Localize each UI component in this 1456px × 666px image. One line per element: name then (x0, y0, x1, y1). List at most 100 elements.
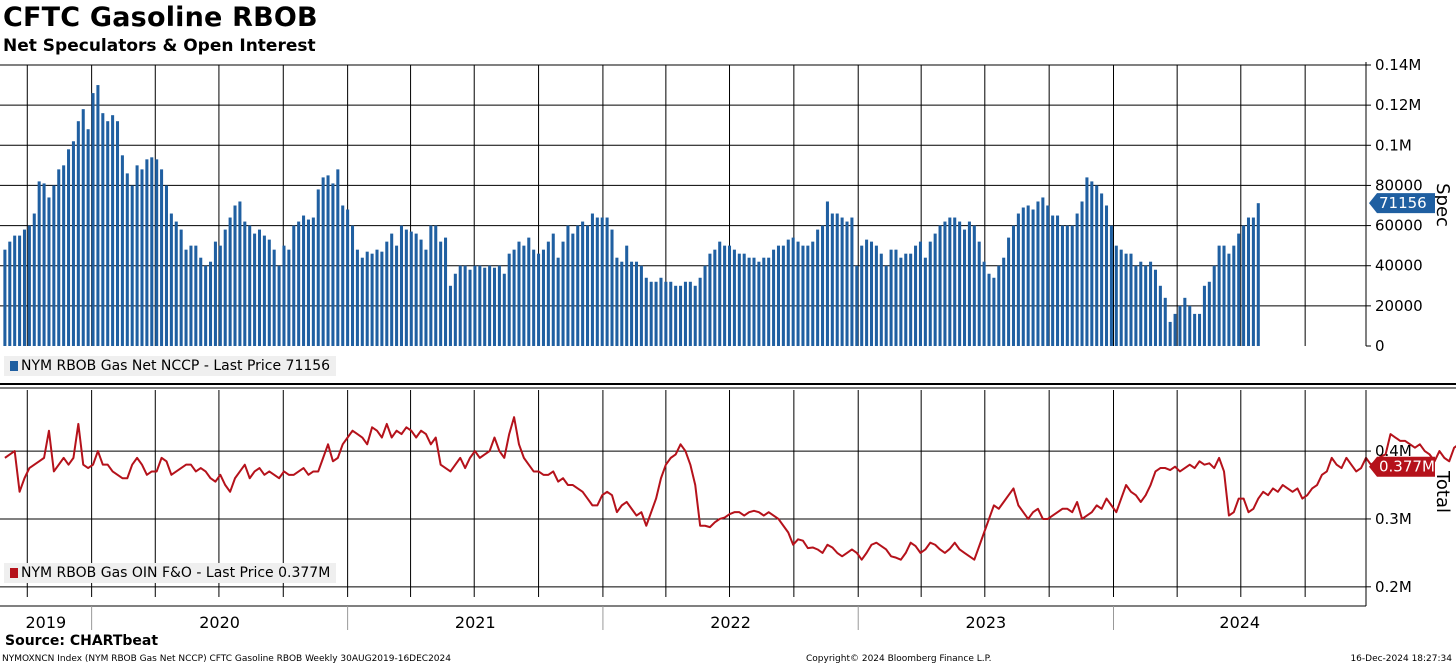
spec-bar (556, 257, 560, 346)
spec-bar (399, 225, 403, 346)
spec-bar (355, 249, 359, 346)
spec-bar (468, 269, 472, 346)
spec-bar (1212, 265, 1216, 346)
y-tick-label-total: 0.4M (1375, 442, 1412, 460)
spec-bar (698, 277, 702, 346)
spec-last-value-bg (1369, 193, 1435, 214)
spec-bar (145, 159, 149, 346)
spec-bar (972, 225, 976, 346)
spec-bar (316, 189, 320, 346)
spec-bar (757, 261, 761, 346)
spec-bar (125, 173, 129, 346)
spec-bar (1016, 213, 1020, 346)
spec-bar (948, 217, 952, 346)
spec-bar (1007, 237, 1011, 346)
spec-bar (204, 265, 208, 346)
spec-bar (1149, 261, 1153, 346)
spec-bar (997, 265, 1001, 346)
legend-total-swatch (10, 568, 18, 578)
spec-bar (135, 165, 139, 346)
spec-bar (1075, 213, 1079, 346)
spec-bar (967, 221, 971, 346)
spec-bar (1227, 253, 1231, 346)
source-note: Source: CHARTbeat (5, 633, 159, 649)
spec-bar (718, 241, 722, 346)
spec-bar (47, 197, 51, 346)
spec-bar (71, 141, 75, 346)
spec-bar (938, 225, 942, 346)
spec-bar (228, 217, 232, 346)
x-year-label: 2022 (710, 613, 751, 630)
spec-bar (674, 285, 678, 346)
spec-bar (879, 253, 883, 346)
spec-bar (512, 249, 516, 346)
spec-bar (160, 169, 164, 346)
spec-bar (869, 241, 874, 346)
spec-bar (184, 249, 188, 346)
spec-bar (943, 221, 947, 346)
spec-bar (732, 249, 736, 346)
spec-bar (649, 281, 653, 346)
spec-bar (42, 183, 46, 346)
spec-bar (351, 225, 355, 346)
spec-bar (213, 241, 217, 346)
spec-bar (1188, 305, 1192, 346)
spec-bar (1134, 265, 1138, 346)
spec-bar (786, 239, 790, 346)
spec-bar (360, 257, 364, 346)
spec-bar (1256, 203, 1260, 346)
spec-bar (581, 221, 585, 346)
spec-bar (727, 245, 732, 346)
spec-bar (302, 215, 306, 346)
spec-bar (1232, 245, 1236, 346)
spec-bar (664, 281, 668, 346)
spec-bar (1114, 245, 1118, 346)
legend-spec: NYM RBOB Gas Net NCCP - Last Price 71156 (4, 356, 337, 376)
spec-bar (223, 229, 227, 346)
spec-bar (688, 281, 692, 346)
spec-bar (1124, 253, 1128, 346)
legend-total-text: NYM RBOB Gas OIN F&O - Last Price 0.377M (21, 565, 331, 581)
spec-bar (527, 237, 531, 346)
spec-bar (27, 225, 31, 346)
spec-bar (1070, 225, 1074, 346)
spec-bar (1065, 225, 1069, 346)
chart-canvas: 0 20000 40000 60000 80000 0.1M 0.12M 0.14M 0.2M 0… (0, 56, 1456, 630)
spec-bar (253, 233, 257, 346)
spec-bar (434, 225, 438, 346)
spec-bar (453, 273, 457, 346)
spec-bar (257, 229, 262, 346)
spec-bar (899, 257, 903, 346)
spec-bar (409, 231, 413, 346)
spec-bar (860, 245, 864, 346)
legend-spec-text: NYM RBOB Gas Net NCCP - Last Price 71156 (21, 358, 331, 374)
spec-bar (595, 217, 599, 346)
chart-title: CFTC Gasoline RBOB (3, 2, 318, 33)
x-year-label: 2019 (25, 613, 66, 630)
spec-bar (1217, 245, 1221, 346)
y-tick-label-total: 0.2M (1375, 578, 1412, 596)
spec-bar (150, 157, 154, 346)
spec-bar (1080, 201, 1084, 346)
spec-bar (855, 265, 859, 346)
spec-bar (3, 249, 7, 346)
spec-bar (106, 121, 110, 346)
footer-copyright: Copyright© 2024 Bloomberg Finance L.P. (806, 654, 992, 664)
spec-bar (522, 245, 526, 346)
footer-index-info: NYMOXNCN Index (NYM RBOB Gas Net NCCP) C… (2, 654, 451, 664)
spec-bar (22, 229, 26, 346)
spec-bar (1041, 197, 1045, 346)
spec-bar (571, 233, 575, 346)
spec-bar (1168, 321, 1172, 346)
spec-bar (32, 213, 36, 346)
spec-bar (835, 213, 839, 346)
spec-bar (341, 205, 345, 346)
spec-bar (380, 251, 384, 346)
x-year-label: 2021 (455, 613, 496, 630)
y-tick-label-spec: 40000 (1375, 257, 1423, 275)
spec-bar (473, 265, 477, 346)
spec-bar (1104, 205, 1109, 346)
spec-bar (590, 213, 594, 346)
spec-bar (414, 233, 418, 346)
spec-bar (713, 249, 717, 346)
